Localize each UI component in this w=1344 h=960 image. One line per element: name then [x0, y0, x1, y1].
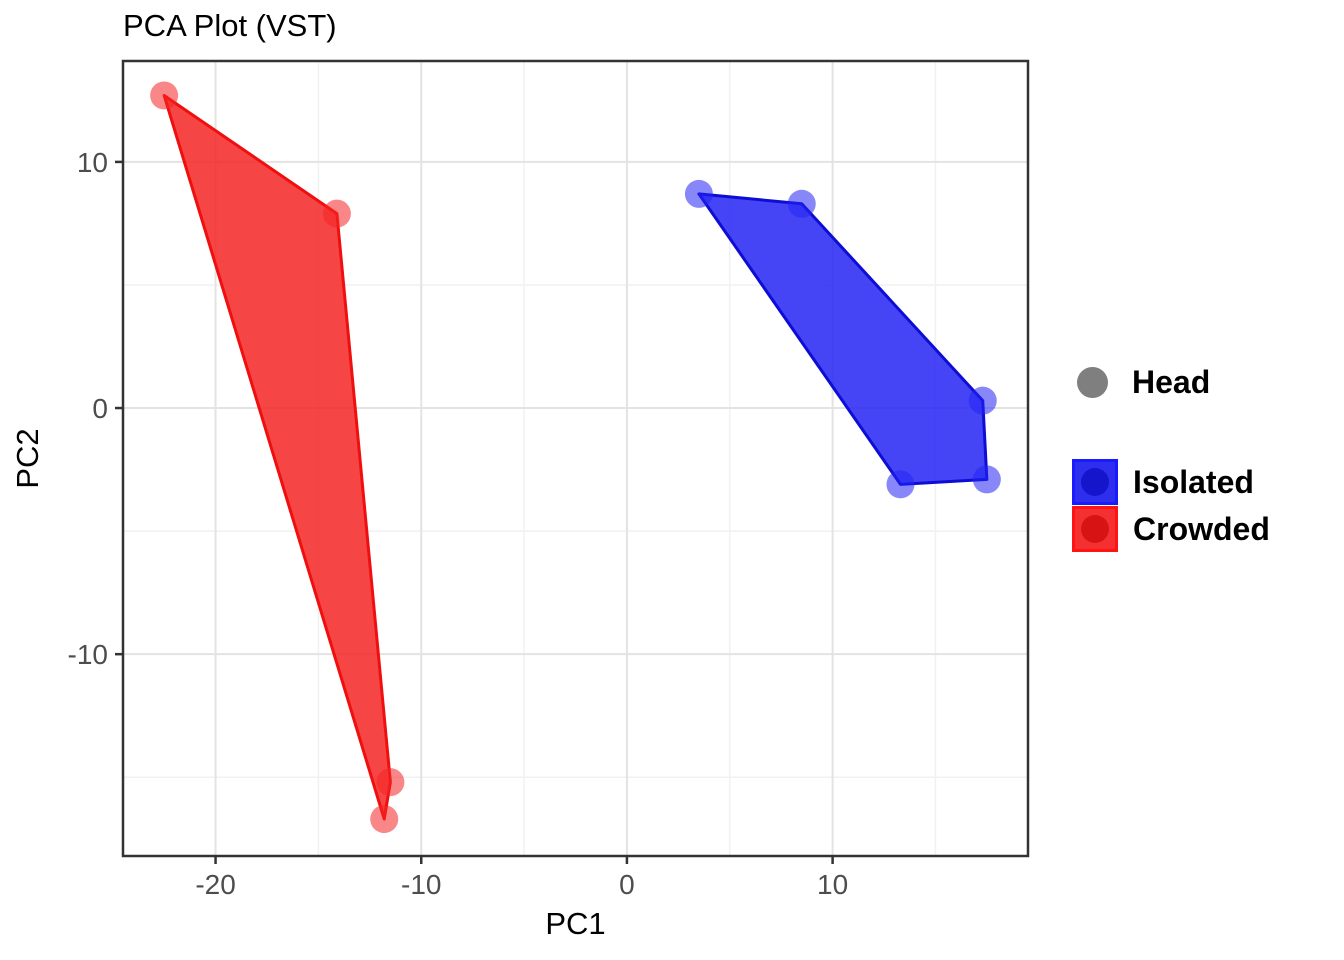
points-isolated: [684, 179, 1001, 499]
points-crowded: [150, 81, 405, 834]
svg-text:10: 10: [77, 147, 108, 178]
isolated-key-dot-icon: [1081, 467, 1109, 496]
axis-ticks: [115, 160, 834, 864]
data-point: [886, 470, 915, 499]
x-axis-title: PC1: [545, 906, 605, 941]
legend-label-crowded: Crowded: [1133, 510, 1270, 547]
svg-text:0: 0: [92, 393, 108, 424]
panel-border: [121, 59, 1030, 858]
data-point: [150, 81, 179, 110]
legend-label-head: Head: [1132, 364, 1211, 400]
svg-text:-20: -20: [195, 869, 235, 900]
hull-isolated: [697, 192, 989, 486]
isolated-key-icon: [1072, 458, 1118, 505]
legend: Head Isolated Crowded: [1072, 360, 1342, 552]
data-point: [376, 768, 405, 797]
y-axis-title: PC2: [10, 428, 45, 488]
legend-entry-head: Head: [1077, 360, 1342, 404]
legend-entry-crowded: Crowded: [1072, 505, 1342, 552]
svg-text:10: 10: [817, 869, 848, 900]
legend-fill-entries: Isolated Crowded: [1072, 458, 1342, 552]
svg-text:-10: -10: [401, 869, 441, 900]
axis-tick-labels: -20 -10 0 10 -10 0 10: [68, 147, 849, 900]
data-point: [684, 179, 713, 208]
data-point: [370, 805, 399, 834]
svg-text:0: 0: [619, 869, 635, 900]
chart-title: PCA Plot (VST): [123, 8, 337, 43]
legend-label-isolated: Isolated: [1133, 463, 1254, 500]
data-point: [972, 465, 1001, 494]
svg-text:-10: -10: [68, 639, 108, 670]
data-point: [787, 189, 816, 218]
legend-entry-isolated: Isolated: [1072, 458, 1342, 505]
head-point-icon: [1077, 366, 1108, 398]
crowded-key-dot-icon: [1081, 514, 1109, 543]
data-point: [968, 386, 997, 415]
data-point: [322, 199, 351, 228]
crowded-key-icon: [1072, 505, 1118, 552]
